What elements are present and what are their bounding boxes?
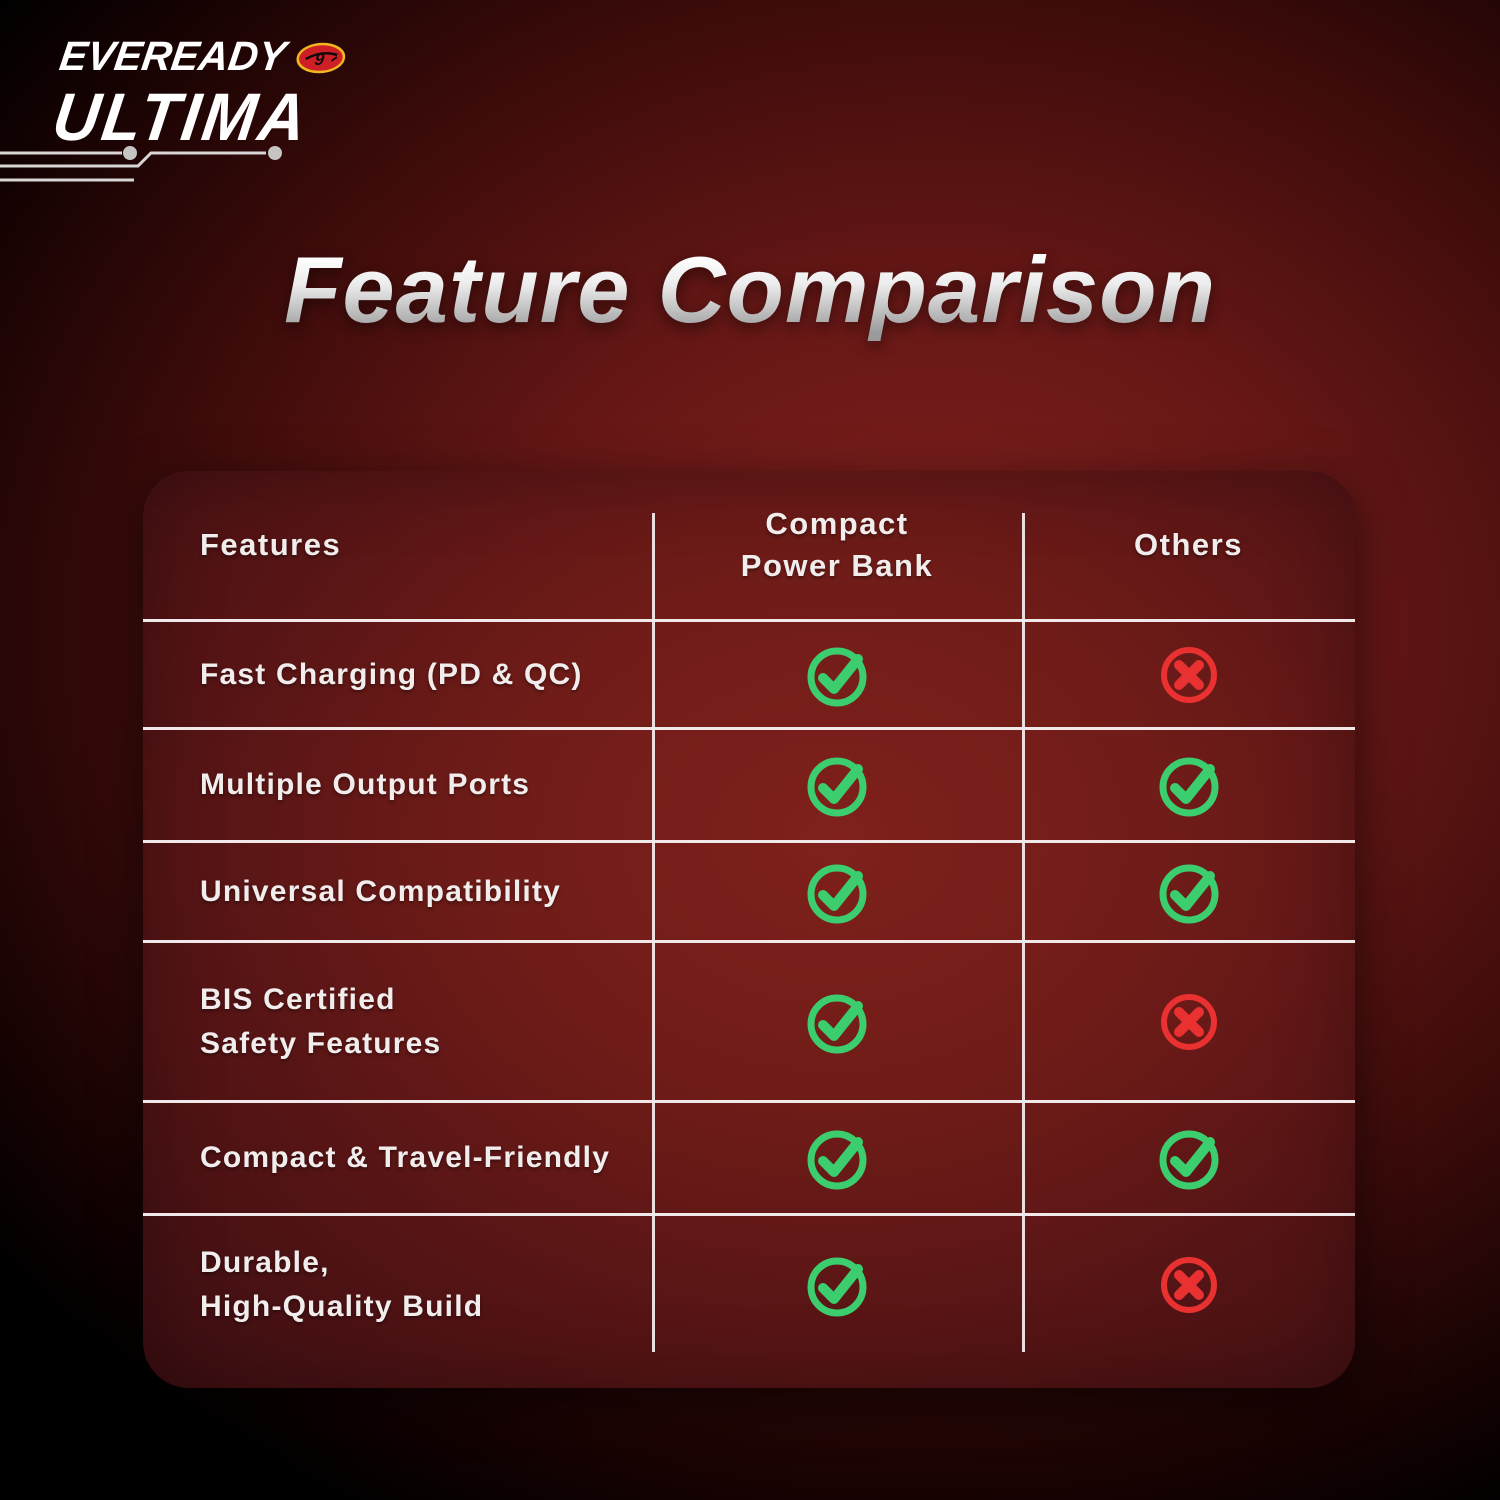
check-circle-icon — [804, 642, 870, 708]
compact-power-bank-cell — [652, 989, 1022, 1055]
table-body: Fast Charging (PD & QC) Multiple Output … — [143, 622, 1355, 1353]
others-cell — [1022, 1254, 1355, 1316]
eveready-cat-badge-icon: 9 — [296, 42, 345, 73]
comparison-card: Features Compact Power Bank Others Fast … — [143, 471, 1355, 1388]
compact-power-bank-cell — [652, 642, 1022, 708]
feature-row: Compact & Travel-Friendly — [143, 1100, 1355, 1213]
feature-label: Compact & Travel-Friendly — [200, 1141, 611, 1174]
header-compact-power-bank-label: Compact Power Bank — [652, 503, 1022, 587]
feature-row: Fast Charging (PD & QC) — [143, 622, 1355, 727]
column-divider — [652, 513, 655, 1352]
column-divider — [1022, 513, 1025, 1352]
others-cell — [1022, 752, 1355, 818]
feature-label: Durable, High-Quality Build — [200, 1245, 484, 1323]
header-product-line2: Power Bank — [740, 548, 934, 583]
compact-power-bank-cell — [652, 752, 1022, 818]
cross-circle-icon — [1158, 1254, 1220, 1316]
check-circle-icon — [1156, 1125, 1222, 1191]
circuit-lines-decoration — [0, 146, 282, 182]
check-circle-icon — [1156, 752, 1222, 818]
feature-label: Multiple Output Ports — [200, 768, 531, 801]
feature-row: Multiple Output Ports — [143, 727, 1355, 840]
feature-label: Universal Compatibility — [200, 874, 562, 908]
check-circle-icon — [1156, 859, 1222, 925]
check-circle-icon — [804, 989, 870, 1055]
feature-row: BIS Certified Safety Features — [143, 940, 1355, 1100]
header-product-line1: Compact — [765, 506, 909, 541]
feature-row: Durable, High-Quality Build — [143, 1213, 1355, 1353]
compact-power-bank-cell — [652, 859, 1022, 925]
check-circle-icon — [804, 1252, 870, 1318]
cross-circle-icon — [1158, 991, 1220, 1053]
feature-label: Fast Charging (PD & QC) — [200, 657, 583, 691]
feature-label: BIS Certified Safety Features — [200, 982, 442, 1060]
brand-eveready-text: EVEREADY — [56, 33, 289, 79]
others-cell — [1022, 859, 1355, 925]
check-circle-icon — [804, 1125, 870, 1191]
header-others-label: Others — [1134, 527, 1243, 562]
table-header: Features Compact Power Bank Others — [143, 471, 1355, 622]
feature-row: Universal Compatibility — [143, 840, 1355, 940]
others-cell — [1022, 644, 1355, 706]
header-features-label: Features — [200, 527, 342, 562]
compact-power-bank-cell — [652, 1252, 1022, 1318]
svg-text:9: 9 — [313, 50, 326, 69]
check-circle-icon — [804, 859, 870, 925]
others-cell — [1022, 1125, 1355, 1191]
others-cell — [1022, 991, 1355, 1053]
brand-logo: EVEREADY 9 ULTIMA — [47, 33, 349, 155]
page-title: Feature Comparison — [0, 238, 1500, 342]
compact-power-bank-cell — [652, 1125, 1022, 1191]
cross-circle-icon — [1158, 644, 1220, 706]
check-circle-icon — [804, 752, 870, 818]
